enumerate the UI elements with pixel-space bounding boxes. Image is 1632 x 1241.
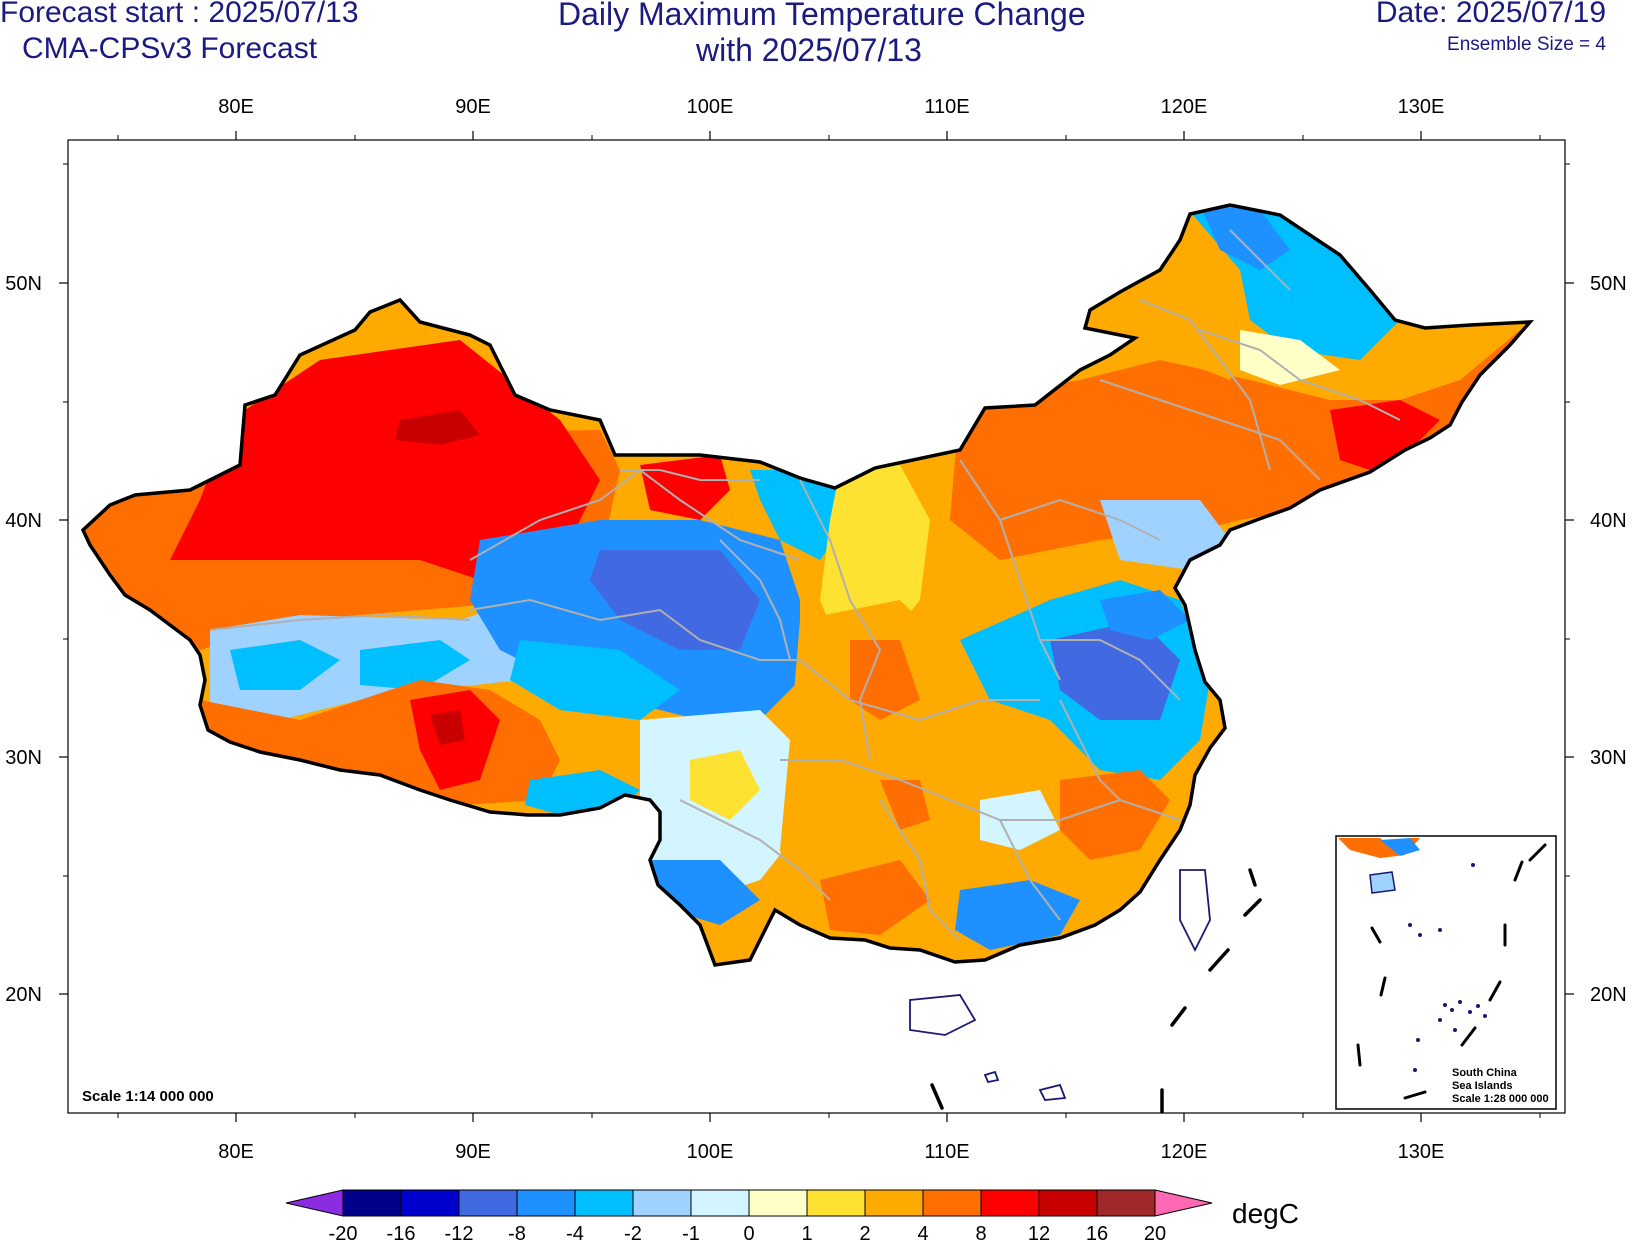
taiwan-island — [1179, 869, 1211, 953]
date-label: Date: 2025/07/19 — [1375, 0, 1606, 29]
map-scale-label: Scale 1:14 000 000 — [82, 1088, 214, 1105]
colorbar-unit-label: degC — [1232, 1198, 1299, 1229]
colorbar-tick-label: -4 — [566, 1223, 584, 1241]
colorbar-box — [980, 1189, 1040, 1217]
lon-label-top: 90E — [455, 96, 491, 118]
hainan-island — [909, 994, 977, 1036]
colorbar-tick-label: -1 — [682, 1223, 700, 1241]
colorbar-low-arrow — [285, 1189, 344, 1217]
province-boundaries — [209, 229, 1401, 941]
inset-label-line-1: South China — [1452, 1067, 1518, 1079]
lat-label-right: 30N — [1590, 747, 1627, 769]
colorbar-box — [806, 1189, 866, 1217]
colorbar-box — [690, 1189, 750, 1217]
national-border — [80, 203, 1535, 967]
colorbar-high-arrow — [1154, 1189, 1213, 1217]
lon-label-bottom: 130E — [1398, 1141, 1445, 1163]
lon-label-bottom: 100E — [687, 1141, 734, 1163]
lon-label-bottom: 120E — [1161, 1141, 1208, 1163]
map-axes: 80E 80E 90E 90E 100E 100E 110E 110E 120E 120E 130E… — [5, 96, 1626, 1163]
south-china-sea-inset: South China Sea Islands Scale 1:28 000 0… — [1335, 835, 1557, 1110]
inset-label-line-2: Sea Islands — [1452, 1080, 1513, 1092]
model-label: CMA-CPSv3 Forecast — [22, 32, 318, 65]
lat-label-right: 40N — [1590, 510, 1627, 532]
colorbar-tick-label: 20 — [1144, 1223, 1166, 1241]
lat-label-left: 50N — [5, 273, 42, 295]
colorbar-box — [1096, 1189, 1156, 1217]
colorbar-tick-label: -12 — [445, 1223, 474, 1241]
lon-label-top: 80E — [218, 96, 254, 118]
colorbar-tick-label: -16 — [387, 1223, 416, 1241]
colorbar-box — [400, 1189, 460, 1217]
colorbar-tick-label: 8 — [975, 1223, 986, 1241]
colorbar-box — [574, 1189, 634, 1217]
colorbar-tick-label: 0 — [743, 1223, 754, 1241]
title-line-1: Daily Maximum Temperature Change — [558, 0, 1086, 32]
lat-label-left: 20N — [5, 984, 42, 1006]
inset-label-line-3: Scale 1:28 000 000 — [1452, 1093, 1549, 1105]
colorbar-tick-label: -2 — [624, 1223, 642, 1241]
lon-label-top: 110E — [924, 96, 969, 118]
ensemble-size-label: Ensemble Size = 4 — [1447, 34, 1606, 55]
colorbar-box — [1038, 1189, 1098, 1217]
colorbar-tick-label: 12 — [1028, 1223, 1050, 1241]
colorbar-box — [632, 1189, 692, 1217]
colorbar-box — [516, 1189, 576, 1217]
colorbar-box — [922, 1189, 982, 1217]
dash-line-segments — [930, 868, 1262, 1114]
title-line-2: with 2025/07/13 — [696, 32, 922, 68]
coastline-islands — [909, 869, 1211, 1101]
colorbar-tick-label: 2 — [859, 1223, 870, 1241]
forecast-start-label: Forecast start : 2025/07/13 — [0, 0, 359, 29]
lat-label-right: 50N — [1590, 273, 1627, 295]
colorbar-box — [864, 1189, 924, 1217]
lon-label-top: 120E — [1161, 96, 1208, 118]
lon-label-bottom: 110E — [924, 1141, 969, 1163]
colorbar-tick-label: -8 — [508, 1223, 526, 1241]
lat-label-left: 30N — [5, 747, 42, 769]
colorbar-tick-label: -20 — [329, 1223, 358, 1241]
colorbar-tick-label: 16 — [1086, 1223, 1108, 1241]
colorbar-tick-label: 1 — [801, 1223, 812, 1241]
colorbar-tick-label: 4 — [917, 1223, 928, 1241]
lon-label-bottom: 90E — [455, 1141, 491, 1163]
lat-label-left: 40N — [5, 510, 42, 532]
colorbar-box — [342, 1189, 402, 1217]
lon-label-top: 130E — [1398, 96, 1445, 118]
colorbar-box — [748, 1189, 808, 1217]
colorbar-box — [458, 1189, 518, 1217]
lon-label-top: 100E — [687, 96, 734, 118]
lon-label-bottom: 80E — [218, 1141, 254, 1163]
lat-label-right: 20N — [1590, 984, 1627, 1006]
